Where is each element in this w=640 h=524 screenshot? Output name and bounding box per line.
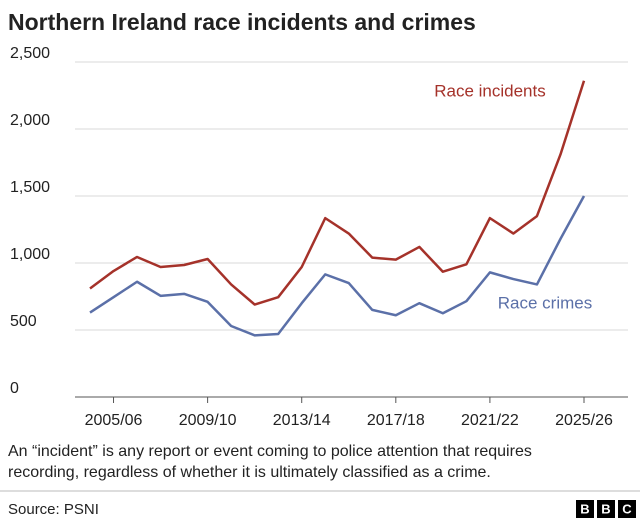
- source: Source: PSNI: [8, 501, 99, 518]
- chart-title: Northern Ireland race incidents and crim…: [8, 9, 476, 35]
- x-tick-label: 2017/18: [367, 412, 425, 429]
- logo-letter: B: [601, 501, 610, 516]
- logo-box: [618, 500, 636, 518]
- y-tick-label: 2,500: [10, 45, 50, 62]
- y-tick-label: 0: [10, 380, 19, 397]
- y-tick-label: 2,000: [10, 112, 50, 129]
- y-tick-label: 500: [10, 313, 37, 330]
- x-tick-label: 2021/22: [461, 412, 519, 429]
- note-line: recording, regardless of whether it is u…: [8, 464, 491, 481]
- logo-letter: C: [622, 501, 632, 516]
- x-tick-label: 2009/10: [179, 412, 237, 429]
- series-line: [89, 195, 586, 337]
- note-line: An “incident” is any report or event com…: [8, 443, 532, 460]
- y-tick-label: 1,000: [10, 246, 50, 263]
- x-tick-label: 2005/06: [85, 412, 143, 429]
- logo-letter: B: [580, 501, 589, 516]
- series-line: [89, 80, 586, 306]
- logo-box: [576, 500, 594, 518]
- series-label: Race incidents: [434, 81, 546, 100]
- series-label: Race crimes: [498, 293, 592, 312]
- x-tick-label: 2025/26: [555, 412, 613, 429]
- logo-box: [597, 500, 615, 518]
- logo: B B C: [576, 500, 636, 518]
- y-tick-label: 1,500: [10, 179, 50, 196]
- x-tick-label: 2013/14: [273, 412, 331, 429]
